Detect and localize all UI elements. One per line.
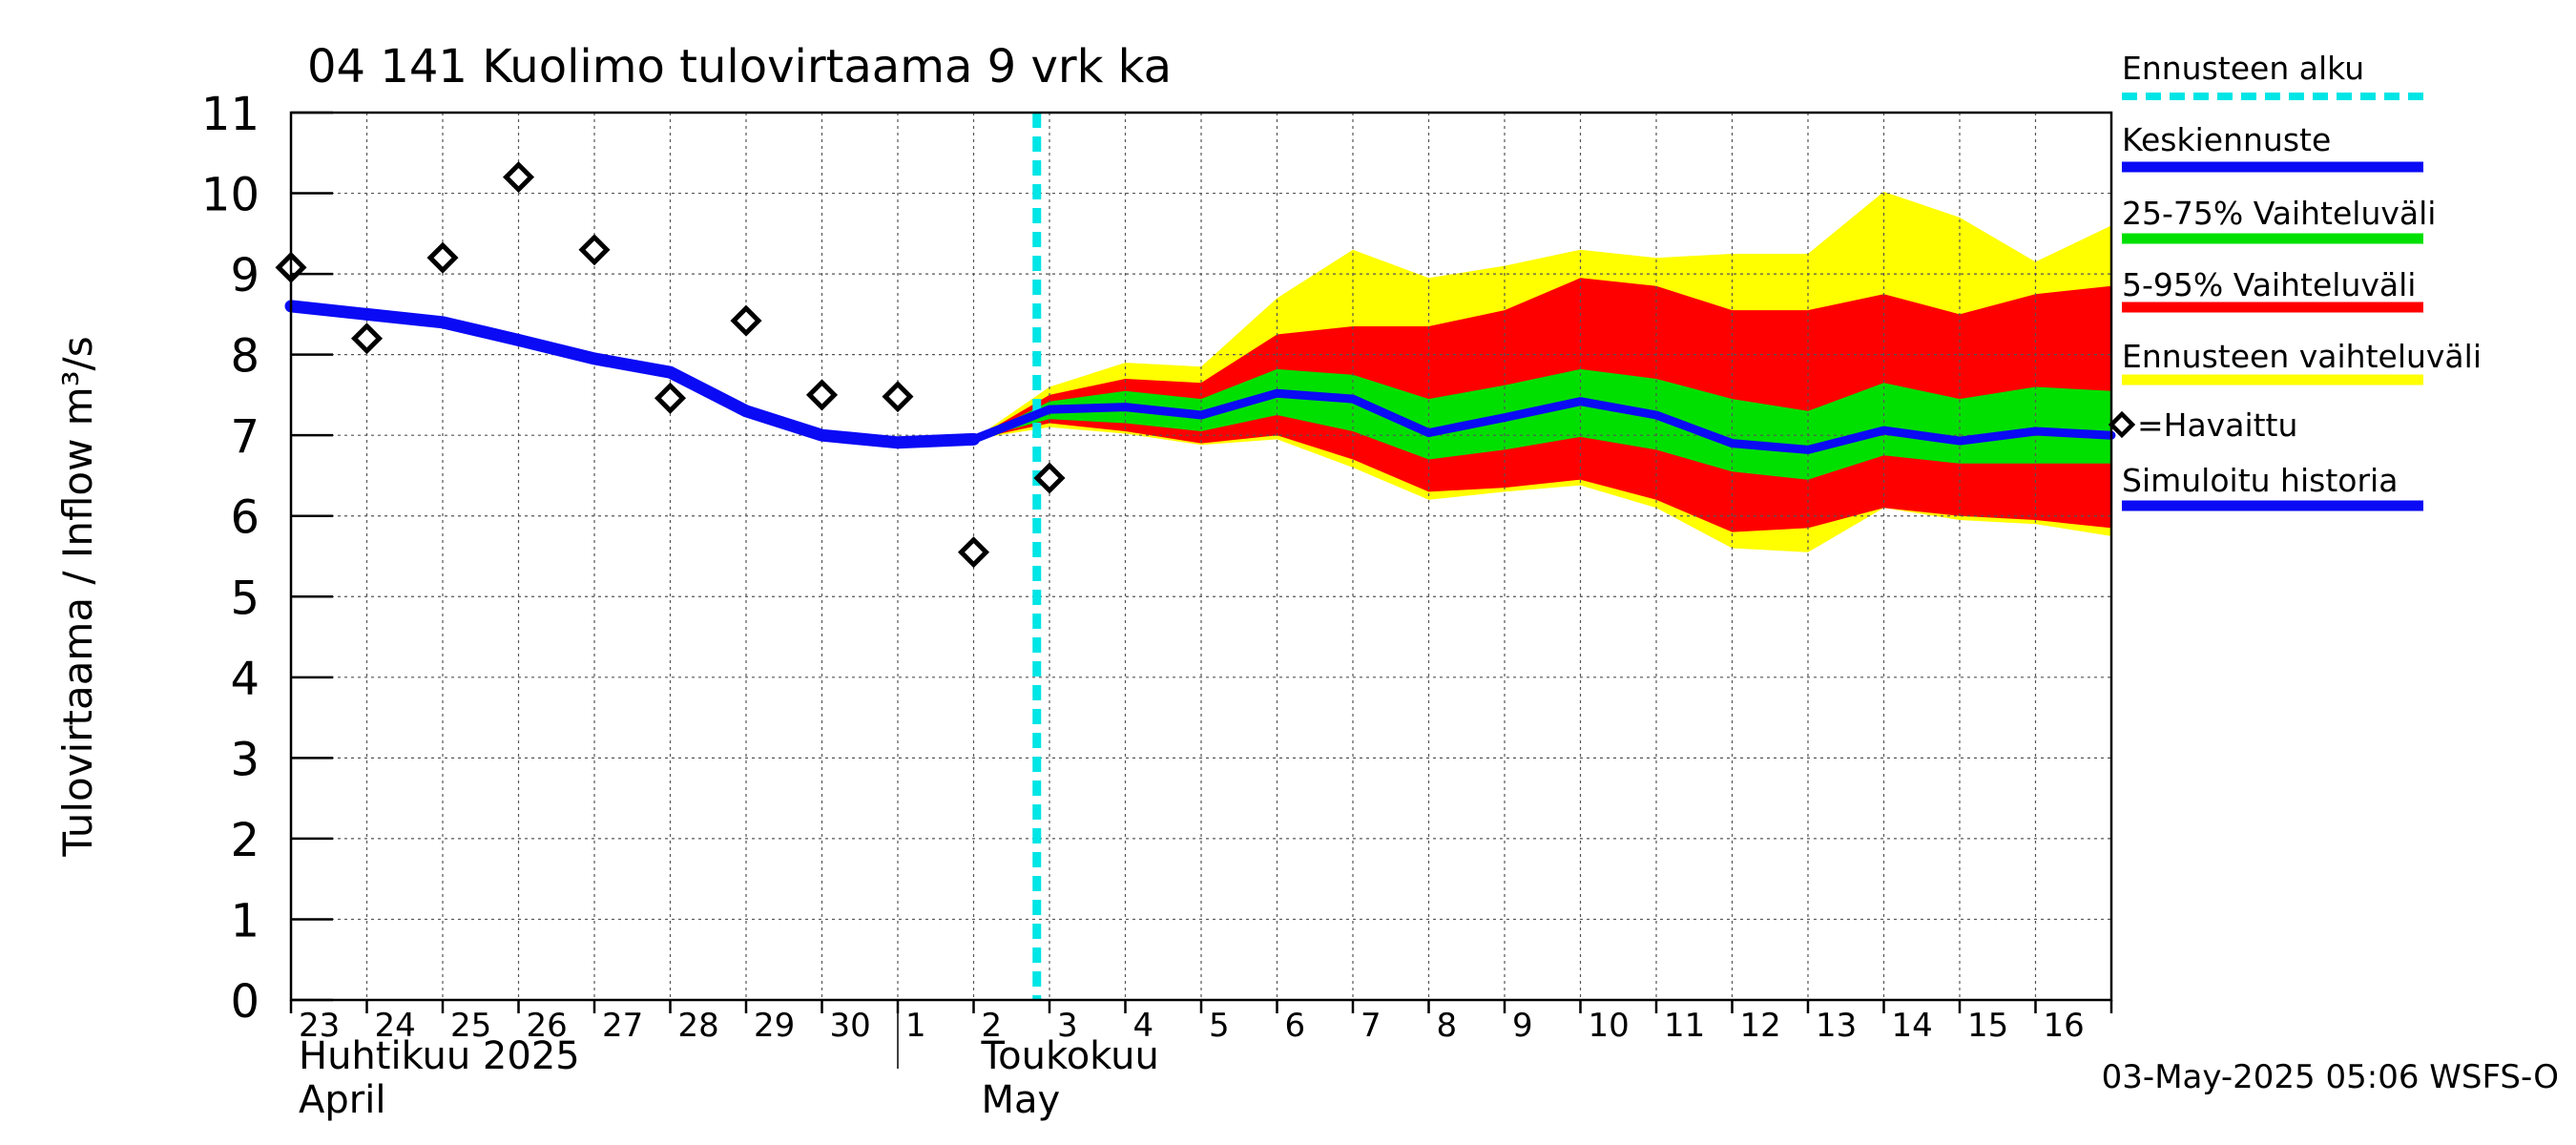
x-tick-label-4: 27 (602, 1007, 643, 1045)
x-tick-label-16: 9 (1512, 1007, 1533, 1045)
x-tick-label-22: 15 (1967, 1007, 2008, 1045)
x-tick-label-2: 25 (450, 1007, 491, 1045)
x-tick-label-5: 28 (678, 1007, 719, 1045)
x-tick-label-9: 2 (982, 1007, 1003, 1045)
x-axis-ticks: 23 24 25 26 27 28 29 30 1 2 3 4 5 6 7 8 9 10 11 12 13 14 15 16 (289, 1000, 2113, 1069)
observed-point-9 (957, 536, 990, 569)
series-lines (284, 300, 2116, 454)
y-tick-label-4: 4 (230, 653, 260, 706)
legend-label-6: Simuloitu historia (2122, 462, 2398, 499)
legend-label-1: Keskiennuste (2122, 121, 2331, 158)
x-tick-label-13: 6 (1285, 1007, 1306, 1045)
series-line-0 (284, 300, 980, 449)
x-tick-label-23: 16 (2044, 1007, 2085, 1045)
legend-label-4: Ennusteen vaihteluväli (2122, 338, 2482, 375)
observed-point-5 (654, 382, 687, 414)
legend-marker-5 (2108, 410, 2136, 439)
observed-point-8 (882, 381, 914, 413)
x-tick-label-10: 3 (1057, 1007, 1078, 1045)
x-tick-label-3: 26 (527, 1007, 568, 1045)
x-tick-label-20: 13 (1816, 1007, 1857, 1045)
month-label-en-1: May (982, 1078, 1061, 1122)
x-tick-label-14: 7 (1361, 1007, 1381, 1045)
legend-label-3: 5-95% Vaihteluväli (2122, 266, 2416, 303)
y-tick-label-7: 7 (230, 410, 260, 464)
observed-point-4 (578, 234, 611, 266)
x-tick-label-15: 8 (1437, 1007, 1458, 1045)
footer-timestamp: 03-May-2025 05:06 WSFS-O (2102, 1058, 2559, 1096)
x-tick-label-11: 4 (1133, 1007, 1154, 1045)
month-label-fi-1: Toukokuu (981, 1034, 1159, 1078)
x-tick-label-21: 14 (1892, 1007, 1933, 1045)
y-tick-label-1: 1 (230, 894, 260, 947)
y-tick-label-0: 0 (230, 975, 260, 1029)
y-tick-label-5: 5 (230, 572, 260, 625)
month-label-fi-0: Huhtikuu 2025 (299, 1034, 580, 1078)
series-line-1 (969, 388, 2116, 454)
x-tick-label-7: 30 (830, 1007, 871, 1045)
x-tick-label-8: 1 (905, 1007, 926, 1045)
legend-label-0: Ennusteen alku (2122, 50, 2364, 87)
observed-markers (275, 161, 1066, 569)
y-tick-label-8: 8 (230, 330, 260, 384)
observed-point-6 (730, 304, 762, 337)
y-tick-label-11: 11 (201, 88, 260, 141)
y-tick-label-2: 2 (230, 814, 260, 867)
x-tick-label-6: 29 (754, 1007, 795, 1045)
y-tick-label-3: 3 (230, 733, 260, 786)
x-tick-label-0: 23 (299, 1007, 340, 1045)
observed-point-7 (805, 379, 839, 411)
y-tick-label-9: 9 (230, 249, 260, 302)
x-tick-label-17: 10 (1589, 1007, 1630, 1045)
legend-label-2: 25-75% Vaihteluväli (2122, 195, 2436, 232)
observed-point-1 (350, 323, 384, 355)
y-tick-label-10: 10 (201, 169, 260, 222)
observed-point-10 (1033, 462, 1066, 494)
x-tick-label-19: 12 (1740, 1007, 1781, 1045)
observed-point-2 (426, 241, 459, 274)
x-tick-label-1: 24 (375, 1007, 416, 1045)
legend-label-5: =Havaittu (2137, 406, 2297, 444)
y-axis-label: Tulovirtaama / Inflow m³/s (54, 336, 101, 857)
y-axis-ticks: 0 1 2 3 4 5 6 7 8 9 10 11 (201, 88, 333, 1029)
x-tick-label-12: 5 (1209, 1007, 1230, 1045)
month-label-en-0: April (299, 1078, 385, 1122)
observed-point-3 (502, 161, 535, 194)
x-tick-label-18: 11 (1664, 1007, 1705, 1045)
grid-lines (291, 113, 2111, 1000)
y-tick-label-6: 6 (230, 491, 260, 545)
legend: Ennusteen alku Keskiennuste 25-75% Vaihtel… (2108, 50, 2482, 511)
chart-title: 04 141 Kuolimo tulovirtaama 9 vrk ka (307, 40, 1172, 94)
